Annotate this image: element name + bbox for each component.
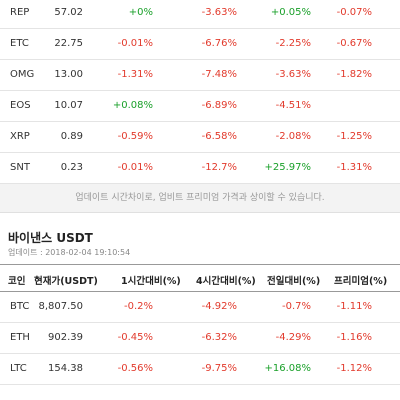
change-1h: -0.59% — [117, 131, 153, 142]
premium: -1.25% — [336, 131, 372, 142]
coin-name: LTC — [10, 363, 27, 374]
table-header: 코인 현재가(USDT) 1시간대비(%) 4시간대비(%) 전일대비(%) 프… — [0, 264, 400, 292]
change-1h: -0.45% — [117, 332, 153, 343]
current-price: 0.23 — [60, 162, 83, 173]
change-1h: -0.01% — [117, 162, 153, 173]
update-notice: 업데이트 시간차이로, 업비트 프리미엄 가격과 상이할 수 있습니다. — [0, 184, 400, 213]
table-row[interactable]: OMG 13.00 -1.31% -7.48% -3.63% -1.82% — [0, 60, 400, 91]
premium: -0.67% — [336, 38, 372, 49]
section-title: 바이낸스 USDT — [8, 231, 93, 245]
change-1h: -0.2% — [123, 301, 153, 312]
change-day: -2.08% — [275, 131, 311, 142]
premium: -1.16% — [336, 332, 372, 343]
change-day: +0.05% — [270, 7, 311, 18]
coin-name: ETC — [10, 38, 29, 49]
change-day: +25.97% — [264, 162, 311, 173]
table-row[interactable]: REP 57.02 +0% -3.63% +0.05% -0.07% — [0, 0, 400, 29]
top-table: REP 57.02 +0% -3.63% +0.05% -0.07% ETC 2… — [0, 0, 400, 184]
current-price: 13.00 — [54, 69, 83, 80]
change-day: -2.25% — [275, 38, 311, 49]
change-1h: -0.56% — [117, 363, 153, 374]
coin-name: XRP — [10, 131, 30, 142]
table-row[interactable]: EOS 10.07 +0.08% -6.89% -4.51% — [0, 91, 400, 122]
table-row[interactable]: SNT 0.23 -0.01% -12.7% +25.97% -1.31% — [0, 153, 400, 184]
table-row[interactable]: LTC 154.38 -0.56% -9.75% +16.08% -1.12% — [0, 354, 400, 385]
section-divider — [0, 213, 400, 223]
current-price: 154.38 — [48, 363, 83, 374]
change-day: -4.51% — [275, 100, 311, 111]
change-4h: -4.92% — [201, 301, 237, 312]
premium: -1.31% — [336, 162, 372, 173]
change-4h: -6.58% — [201, 131, 237, 142]
coin-name: BTC — [10, 301, 30, 312]
change-4h: -6.89% — [201, 100, 237, 111]
header-4h: 4시간대비(%) — [196, 276, 256, 287]
change-4h: -9.75% — [201, 363, 237, 374]
update-timestamp: 업데이트 : 2018-02-04 19:10:54 — [8, 248, 131, 257]
premium: -1.12% — [336, 363, 372, 374]
change-1h: +0.08% — [112, 100, 153, 111]
current-price: 902.39 — [48, 332, 83, 343]
header-price: 현재가(USDT) — [34, 276, 98, 287]
change-day: +16.08% — [264, 363, 311, 374]
header-day: 전일대비(%) — [267, 276, 321, 287]
change-4h: -12.7% — [201, 162, 237, 173]
coin-name: SNT — [10, 162, 30, 173]
change-4h: -7.48% — [201, 69, 237, 80]
table-row[interactable]: XRP 0.89 -0.59% -6.58% -2.08% -1.25% — [0, 122, 400, 153]
change-day: -0.7% — [281, 301, 311, 312]
current-price: 57.02 — [54, 7, 83, 18]
premium: -0.07% — [336, 7, 372, 18]
change-1h: +0% — [128, 7, 153, 18]
change-1h: -1.31% — [117, 69, 153, 80]
change-4h: -6.76% — [201, 38, 237, 49]
bottom-table: BTC 8,807.50 -0.2% -4.92% -0.7% -1.11% E… — [0, 292, 400, 385]
change-day: -3.63% — [275, 69, 311, 80]
change-4h: -3.63% — [201, 7, 237, 18]
premium: -1.11% — [336, 301, 372, 312]
coin-name: REP — [10, 7, 30, 18]
table-row[interactable]: BTC 8,807.50 -0.2% -4.92% -0.7% -1.11% — [0, 292, 400, 323]
current-price: 10.07 — [54, 100, 83, 111]
change-1h: -0.01% — [117, 38, 153, 49]
table-row[interactable]: ETH 902.39 -0.45% -6.32% -4.29% -1.16% — [0, 323, 400, 354]
header-1h: 1시간대비(%) — [121, 276, 181, 287]
premium: -1.82% — [336, 69, 372, 80]
change-day: -4.29% — [275, 332, 311, 343]
coin-name: OMG — [10, 69, 35, 80]
current-price: 0.89 — [60, 131, 83, 142]
change-4h: -6.32% — [201, 332, 237, 343]
coin-name: ETH — [10, 332, 30, 343]
header-premium: 프리미엄(%) — [334, 276, 388, 287]
header-coin: 코인 — [8, 276, 26, 287]
current-price: 22.75 — [54, 38, 83, 49]
current-price: 8,807.50 — [38, 301, 83, 312]
coin-name: EOS — [10, 100, 31, 111]
table-row[interactable]: ETC 22.75 -0.01% -6.76% -2.25% -0.67% — [0, 29, 400, 60]
